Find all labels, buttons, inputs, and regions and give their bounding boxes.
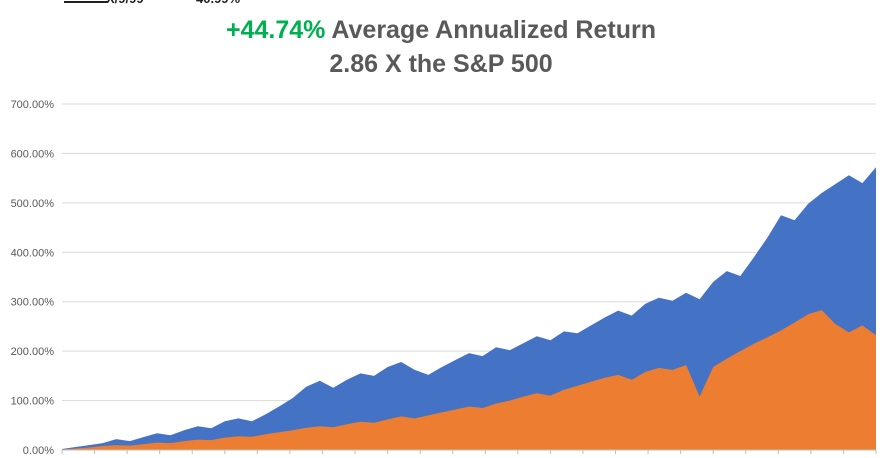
y-axis-label: 0.00% [23, 445, 54, 457]
y-axis-label: 500.00% [11, 198, 55, 210]
clipped-cell-percent: 40.99% [196, 0, 240, 6]
y-axis-label: 100.00% [11, 396, 55, 408]
chart-title: +44.74% Average Annualized Return 2.86 X… [0, 13, 882, 81]
chart-title-line1: +44.74% Average Annualized Return [0, 13, 882, 47]
y-axis-label: 200.00% [11, 346, 55, 358]
title-return-value: +44.74% [225, 16, 326, 44]
series-area-s-p-500 [62, 310, 876, 450]
spreadsheet-row-clipped: X/9/99 40.99% [0, 0, 882, 8]
y-axis-label: 600.00% [11, 148, 55, 160]
title-return-text: Average Annualized Return [325, 16, 656, 44]
cell-border [64, 1, 108, 3]
chart-title-line2: 2.86 X the S&P 500 [329, 50, 553, 78]
y-axis-label: 300.00% [11, 297, 55, 309]
y-axis-label: 700.00% [11, 99, 55, 111]
clipped-cell-date: X/9/99 [106, 0, 144, 6]
y-axis-label: 400.00% [11, 247, 55, 259]
